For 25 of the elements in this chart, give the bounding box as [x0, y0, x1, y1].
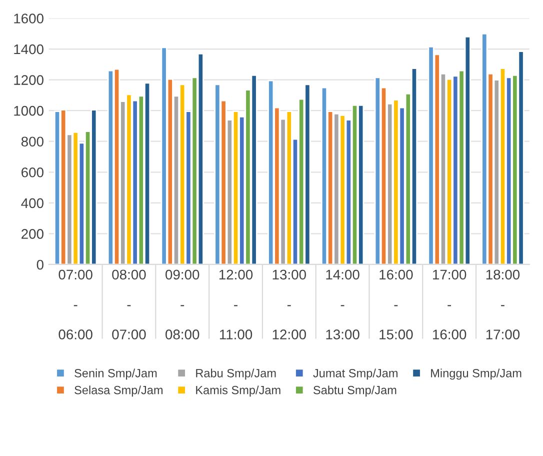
- y-tick-label: 1400: [14, 44, 44, 54]
- legend-label: Sabtu Smp/Jam: [313, 386, 396, 397]
- category-label: 13:00 - 12:00: [272, 270, 306, 340]
- legend-label: Jumat Smp/Jam: [313, 368, 398, 380]
- legend-label: Selasa Smp/Jam: [74, 386, 162, 397]
- category-label: 18:00 - 17:00: [486, 270, 520, 340]
- legend-label: Kamis Smp/Jam: [196, 386, 280, 397]
- y-tick-label: 200: [22, 229, 44, 239]
- y-tick-label: 1000: [14, 106, 44, 116]
- y-tick-label: 0: [36, 260, 44, 270]
- category-label: 17:00 - 16:00: [433, 270, 466, 340]
- y-tick-label: 800: [21, 136, 44, 147]
- category-label: 14:00 - 13:00: [326, 270, 360, 340]
- y-tick-label: 400: [21, 198, 44, 208]
- y-tick-label: 1600: [14, 14, 44, 24]
- category-label: 16:00 - 15:00: [380, 270, 413, 340]
- legend-label: Rabu Smp/Jam: [196, 368, 276, 380]
- category-label: 07:00 - 06:00: [58, 270, 92, 340]
- legend-label: Minggu Smp/Jam: [431, 368, 522, 380]
- y-tick-label: 600: [22, 167, 44, 178]
- legend-label: Senin Smp/Jam: [74, 368, 157, 380]
- category-label: 08:00 - 07:00: [112, 270, 146, 340]
- category-label: 09:00 - 08:00: [166, 270, 200, 340]
- y-tick-label: 1200: [14, 75, 44, 85]
- category-label: 12:00 - 11:00: [219, 270, 253, 340]
